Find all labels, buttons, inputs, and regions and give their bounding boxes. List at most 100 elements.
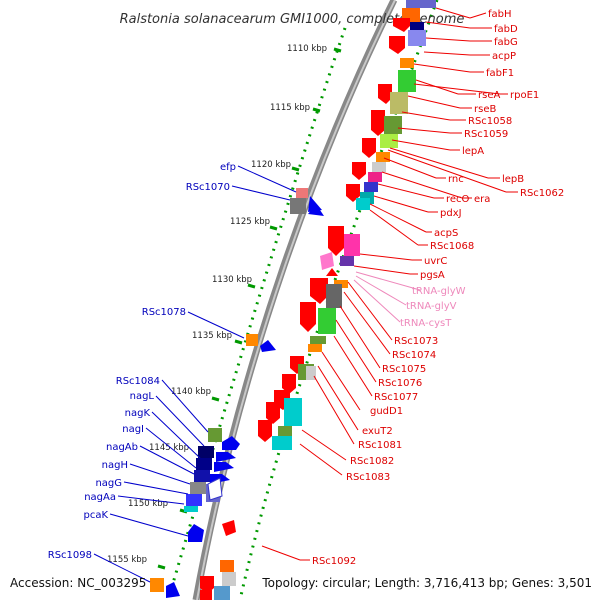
gene-label-RSc1098: RSc1098 [48,550,92,561]
gene-label-pgsA: pgsA [420,270,445,281]
gene-label-uvrC: uvrC [424,256,447,267]
gene-label-RSc1068: RSc1068 [430,241,474,252]
gene-label-efp: efp [220,162,236,173]
kbp-label: 1115 kbp [270,103,310,113]
gene-block [196,458,212,470]
kbp-label: 1125 kbp [230,217,270,227]
gene-block [284,398,302,426]
gene-label-lepA: lepA [462,146,484,157]
gene-label-RSc1076: RSc1076 [378,378,422,389]
gene-label-acpS: acpS [434,228,458,239]
gene-block [380,134,398,148]
trna-leader-lines [353,271,421,323]
trna-labels: tRNA-glyW tRNA-glyV tRNA-cysT [400,286,466,329]
gene-block [150,578,164,592]
gene-arrow [320,252,334,270]
gene-block [406,0,436,8]
reverse-strand-genes [150,188,324,598]
gene-label-RSc1084: RSc1084 [116,376,160,387]
gene-block [186,494,202,506]
gene-block [344,234,360,256]
genome-backbone-highlight [196,0,396,600]
gene-label-rseA: rseA [478,90,500,101]
gene-block [340,256,354,266]
gene-label-RSc1058: RSc1058 [468,116,512,127]
gene-label-rseB: rseB [474,104,496,115]
gene-arrow [308,204,324,216]
kbp-label: 1110 kbp [287,44,327,54]
gene-arrow [216,452,236,462]
gene-block [318,308,336,334]
gene-label-fabF1: fabF1 [486,68,514,79]
gene-block [222,572,236,586]
gene-label-RSc1082: RSc1082 [350,456,394,467]
right-leader-lines [261,7,518,561]
gene-label-tRNA-glyV: tRNA-glyV [406,301,457,312]
gene-label-pcaK: pcaK [83,510,108,521]
gene-arrow [222,436,240,450]
gene-label-nagAb: nagAb [106,442,138,453]
gene-label-RSc1081: RSc1081 [358,440,402,451]
gene-arrow [328,226,344,256]
right-gene-labels: fabH fabD fabG acpP fabF1 rseA rpoE1 rse… [312,9,564,567]
gene-arrow [362,138,376,158]
left-leader-lines [93,165,297,583]
gene-arrow [371,110,385,136]
gene-block [310,336,326,344]
gene-label-fabD: fabD [494,24,518,35]
gene-block [410,22,424,30]
gene-label-RSc1062: RSc1062 [520,188,564,199]
gene-block [290,198,306,214]
gene-label-nagL: nagL [130,391,155,402]
left-gene-labels: efp RSc1070 RSc1078 RSc1084 nagL nagK na… [48,162,236,561]
gene-label-RSc1073: RSc1073 [394,336,438,347]
genome-backbone [192,0,398,600]
gene-arrow [214,462,234,472]
gene-label-rpoE1: rpoE1 [510,90,539,101]
gene-block [356,198,370,210]
gene-label-RSc1070: RSc1070 [186,182,230,193]
kbp-label: 1140 kbp [171,387,211,397]
gene-label-nagG: nagG [95,478,122,489]
gene-label-exuT2: exuT2 [362,426,393,437]
gene-block [398,70,416,92]
gene-block [190,482,206,494]
accession-text: Accession: NC_003295 [10,576,146,590]
topology-summary: Topology: circular; Length: 3,716,413 bp… [261,576,592,590]
gene-arrow [207,477,223,501]
gene-block [246,334,258,346]
gene-label-tRNA-cysT: tRNA-cysT [400,318,452,329]
gene-block [220,560,234,572]
gene-label-RSc1077: RSc1077 [374,392,418,403]
gene-label-nagAa: nagAa [84,492,116,503]
gene-label-RSc1074: RSc1074 [392,350,436,361]
kbp-label: 1155 kbp [107,555,147,565]
gene-label-RSc1059: RSc1059 [464,129,508,140]
gene-label-RSc1075: RSc1075 [382,364,426,375]
gene-block [368,172,382,182]
kbp-tick-labels: 1110 kbp 1115 kbp 1120 kbp 1125 kbp 1130… [107,44,327,565]
gene-label-nagH: nagH [102,460,128,471]
gene-block [364,182,378,192]
gene-block [372,162,386,172]
gene-label-pdxJ: pdxJ [440,208,462,219]
kbp-label: 1120 kbp [251,160,291,170]
gene-arrow [200,590,212,600]
inner-dotted-track [238,0,439,600]
gene-block [214,586,230,600]
gene-block [296,188,308,198]
gene-block [208,428,222,442]
gene-arrow [393,18,410,32]
gene-label-tRNA-glyW: tRNA-glyW [412,286,466,297]
gene-block [306,366,316,380]
gene-label-era: era [474,194,490,205]
gene-arrow [282,374,296,394]
gene-arrow [166,582,180,598]
gene-arrow [326,268,338,276]
gene-label-rnc: rnc [448,174,464,185]
gene-block [272,436,292,450]
gene-block [184,506,198,512]
gene-arrow [389,36,405,54]
gene-label-RSc1078: RSc1078 [142,307,186,318]
